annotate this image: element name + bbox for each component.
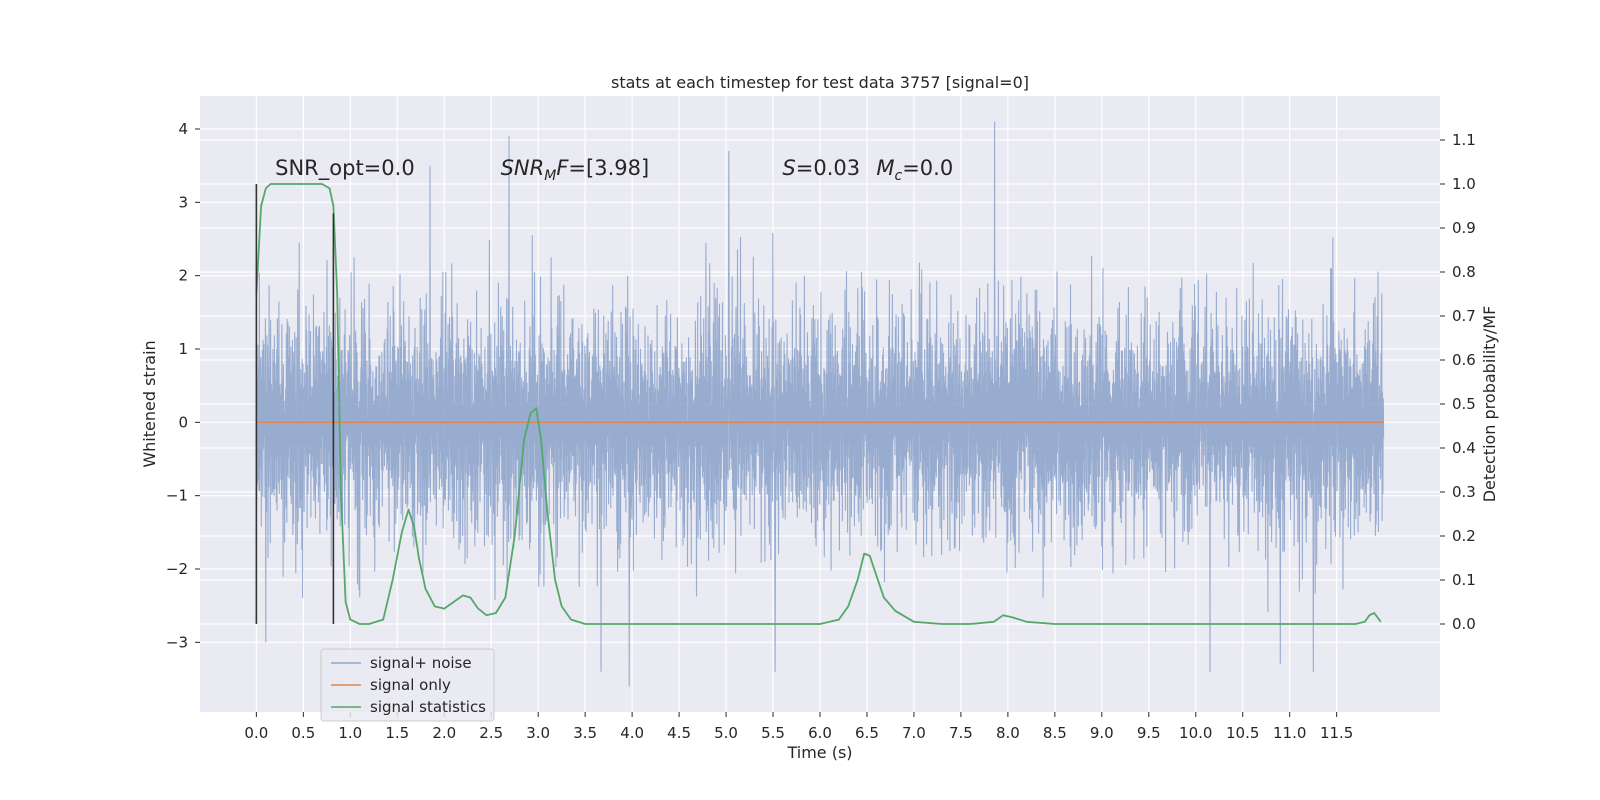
annotation-1: SNRMF=[3.98] (501, 156, 650, 184)
y2-tick-label: 1.0 (1452, 175, 1476, 193)
y-tick-label: 0 (178, 413, 188, 431)
y2-tick-label: 1.1 (1452, 131, 1476, 149)
x-axis: 0.0 0.5 1.0 1.5 2.0 2.5 3.0 3.5 4.0 4.5 5.0 5.5 6.0 6… (244, 712, 1353, 742)
x-tick-label: 2.5 (479, 724, 503, 742)
y2-tick-label: 0.4 (1452, 439, 1476, 457)
annotation-2: S=0.03 (782, 156, 860, 180)
y2-axis-label: Detection probability/MF (1480, 306, 1499, 503)
x-tick-label: 3.5 (573, 724, 597, 742)
annotation-0: SNR_opt=0.0 (275, 156, 415, 181)
x-tick-label: 5.5 (761, 724, 785, 742)
legend-label-signal: signal only (370, 676, 451, 694)
series-line-signal-plus-noise (255, 121, 1385, 687)
x-tick-label: 5.0 (714, 724, 738, 742)
x-tick-label: 6.0 (808, 724, 832, 742)
y2-tick-label: 0.2 (1452, 527, 1476, 545)
x-tick-label: 7.5 (949, 724, 973, 742)
y-tick-label: 2 (178, 267, 188, 285)
y2-tick-label: 0.5 (1452, 395, 1476, 413)
plot-content (255, 121, 1385, 687)
y-tick-label: 3 (178, 193, 188, 211)
x-tick-label: 3.0 (526, 724, 550, 742)
y-axis: −3 −2 −1 0 1 2 3 4 (166, 120, 200, 651)
x-tick-label: 0.5 (291, 724, 315, 742)
y2-tick-label: 0.6 (1452, 351, 1476, 369)
x-tick-label: 7.0 (902, 724, 926, 742)
x-tick-label: 4.0 (620, 724, 644, 742)
legend: signal+ noise signal only signal statist… (320, 648, 495, 722)
x-tick-label: 11.5 (1320, 724, 1353, 742)
x-tick-label: 1.5 (385, 724, 409, 742)
y2-axis: 0.0 0.1 0.2 0.3 0.4 0.5 0.6 0.7 0.8 0.9 1.0 1.1 (1440, 131, 1476, 633)
x-tick-label: 2.0 (432, 724, 456, 742)
x-tick-label: 8.5 (1043, 724, 1067, 742)
legend-label-noise: signal+ noise (370, 654, 472, 672)
y2-tick-label: 0.8 (1452, 263, 1476, 281)
y-axis-label: Whitened strain (140, 340, 159, 467)
x-tick-label: 8.0 (996, 724, 1020, 742)
x-tick-label: 9.5 (1137, 724, 1161, 742)
x-tick-label: 11.0 (1273, 724, 1306, 742)
y2-tick-label: 0.9 (1452, 219, 1476, 237)
annotations: SNR_opt=0.0 SNRMF=[3.98] S=0.03 Mc=0.0 (275, 156, 953, 184)
y-tick-label: −1 (166, 487, 188, 505)
x-axis-label: Time (s) (786, 743, 852, 762)
y-tick-label: 4 (178, 120, 188, 138)
y-tick-label: −3 (166, 633, 188, 651)
x-tick-label: 6.5 (855, 724, 879, 742)
y2-tick-label: 0.0 (1452, 615, 1476, 633)
y2-tick-label: 0.7 (1452, 307, 1476, 325)
x-tick-label: 10.0 (1179, 724, 1212, 742)
x-tick-label: 10.5 (1226, 724, 1259, 742)
x-tick-label: 0.0 (244, 724, 268, 742)
x-tick-label: 4.5 (667, 724, 691, 742)
legend-label-stats: signal statistics (370, 698, 486, 716)
chart-title: stats at each timestep for test data 375… (611, 73, 1029, 92)
y-tick-label: 1 (178, 340, 188, 358)
series-line-signal-statistics (255, 183, 1382, 625)
x-tick-label: 1.0 (338, 724, 362, 742)
y-tick-label: −2 (166, 560, 188, 578)
x-tick-label: 9.0 (1090, 724, 1114, 742)
y2-tick-label: 0.1 (1452, 571, 1476, 589)
annotation-3: Mc=0.0 (876, 156, 953, 184)
y2-tick-label: 0.3 (1452, 483, 1476, 501)
markers (255, 184, 335, 624)
legend-box (320, 648, 495, 722)
